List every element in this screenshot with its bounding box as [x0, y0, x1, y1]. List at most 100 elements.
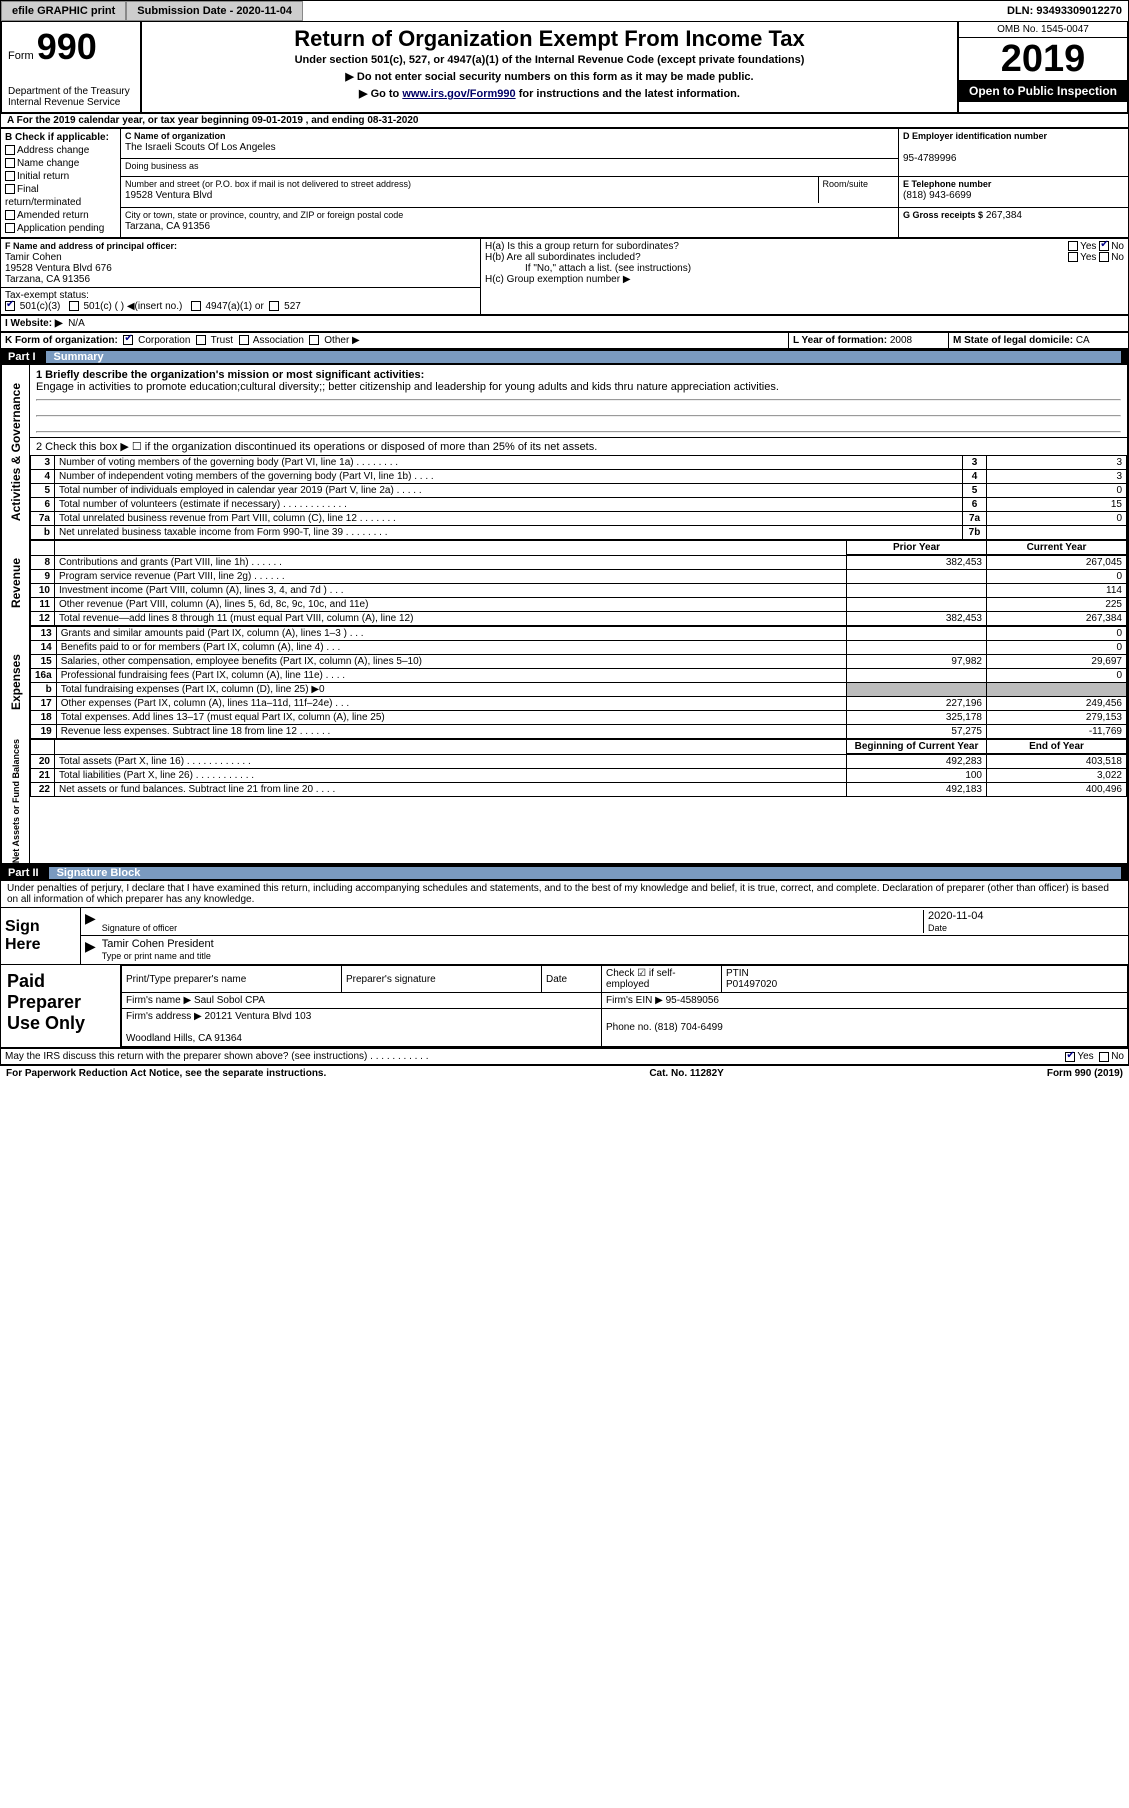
m-label: M State of legal domicile: [953, 335, 1073, 346]
prior-year-header: Prior Year [847, 541, 987, 555]
initial-return-label: Initial return [17, 171, 69, 182]
officer-name: Tamir Cohen [5, 252, 62, 263]
table-row: 8Contributions and grants (Part VIII, li… [31, 556, 1127, 570]
hb-no-checkbox[interactable] [1099, 252, 1109, 262]
efile-button[interactable]: efile GRAPHIC print [1, 1, 126, 21]
trust-label: Trust [211, 335, 233, 346]
net-assets-lines: 20Total assets (Part X, line 16) . . . .… [30, 754, 1127, 797]
footer-left: For Paperwork Reduction Act Notice, see … [6, 1068, 326, 1079]
line2: 2 Check this box ▶ ☐ if the organization… [30, 437, 1127, 455]
trust-checkbox[interactable] [196, 335, 206, 345]
amended-return-checkbox[interactable] [5, 210, 15, 220]
table-row: 6Total number of volunteers (estimate if… [31, 498, 1127, 512]
other-checkbox[interactable] [309, 335, 319, 345]
address-change-checkbox[interactable] [5, 145, 15, 155]
form990-link[interactable]: www.irs.gov/Form990 [402, 88, 515, 100]
fh-table: F Name and address of principal officer:… [0, 238, 1129, 315]
firm-phone: (818) 704-6499 [654, 1022, 722, 1033]
tax-status-label: Tax-exempt status: [5, 290, 89, 301]
501c3-label: 501(c)(3) [20, 301, 61, 312]
firm-name: Saul Sobol CPA [194, 995, 265, 1006]
table-row: 20Total assets (Part X, line 16) . . . .… [31, 755, 1127, 769]
block-c-city: City or town, state or province, country… [121, 207, 899, 237]
header-center: Return of Organization Exempt From Incom… [142, 22, 957, 112]
form-title: Return of Organization Exempt From Incom… [150, 26, 949, 52]
hb-yes-checkbox[interactable] [1068, 252, 1078, 262]
discuss-yes-checkbox[interactable] [1065, 1052, 1075, 1062]
table-row: bNet unrelated business taxable income f… [31, 526, 1127, 540]
discuss-cell: May the IRS discuss this return with the… [1, 1049, 1129, 1065]
firm-phone-cell: Phone no. (818) 704-6499 [602, 1009, 1128, 1047]
block-f: F Name and address of principal officer:… [1, 239, 481, 288]
assoc-label: Association [253, 335, 304, 346]
city-value: Tarzana, CA 91356 [125, 221, 210, 232]
expenses-section: Expenses 13Grants and similar amounts pa… [0, 626, 1129, 739]
part1-label: Part I [8, 351, 46, 363]
beg-year-header: Beginning of Current Year [847, 740, 987, 754]
4947-checkbox[interactable] [191, 301, 201, 311]
table-row: 22Net assets or fund balances. Subtract … [31, 783, 1127, 797]
501c-checkbox[interactable] [69, 301, 79, 311]
website-row: I Website: ▶ N/A [1, 316, 1129, 332]
tax-status-row: Tax-exempt status: 501(c)(3) 501(c) ( ) … [1, 288, 481, 315]
ein-value: 95-4789996 [903, 153, 956, 164]
table-row: 15Salaries, other compensation, employee… [31, 655, 1127, 669]
preparer-left-label: Paid Preparer Use Only [1, 965, 121, 1047]
table-row: 4Number of independent voting members of… [31, 470, 1127, 484]
discuss-no-checkbox[interactable] [1099, 1052, 1109, 1062]
governance-lines: 3Number of voting members of the governi… [30, 455, 1127, 540]
final-return-checkbox[interactable] [5, 184, 15, 194]
corp-checkbox[interactable] [123, 335, 133, 345]
net-assets-vlabel: Net Assets or Fund Balances [11, 739, 21, 863]
discuss-text: May the IRS discuss this return with the… [5, 1051, 429, 1062]
dln-label: DLN: 93493309012270 [1007, 5, 1128, 17]
assoc-checkbox[interactable] [239, 335, 249, 345]
part2-label: Part II [8, 867, 49, 879]
revenue-section: Revenue Prior Year Current Year 8Contrib… [0, 540, 1129, 626]
application-pending-checkbox[interactable] [5, 223, 15, 233]
part1-header: Part I Summary [0, 349, 1129, 365]
final-return-label: Final return/terminated [5, 184, 81, 208]
501c3-checkbox[interactable] [5, 301, 15, 311]
prep-date-header: Date [542, 966, 602, 993]
revenue-lines: 8Contributions and grants (Part VIII, li… [30, 555, 1127, 626]
part2-header: Part II Signature Block [0, 865, 1129, 881]
footer-right: Form 990 (2019) [1047, 1068, 1123, 1079]
sig-name: Tamir Cohen President [102, 938, 214, 950]
ha-yes-checkbox[interactable] [1068, 241, 1078, 251]
501c-label: 501(c) ( ) ◀(insert no.) [83, 301, 182, 312]
ha-no-checkbox[interactable] [1099, 241, 1109, 251]
open-to-public: Open to Public Inspection [959, 80, 1127, 102]
preparer-table: Print/Type preparer's name Preparer's si… [121, 965, 1128, 1047]
sig-date-label: Date [928, 923, 947, 933]
table-row: 14Benefits paid to or for members (Part … [31, 641, 1127, 655]
block-l: L Year of formation: 2008 [789, 333, 949, 349]
initial-return-checkbox[interactable] [5, 171, 15, 181]
mission-block: 1 Briefly describe the organization's mi… [30, 365, 1127, 437]
name-change-checkbox[interactable] [5, 158, 15, 168]
mission-text: Engage in activities to promote educatio… [36, 381, 779, 393]
form-number: 990 [37, 26, 97, 67]
l-label: L Year of formation: [793, 335, 887, 346]
hb-label: H(b) Are all subordinates included? [485, 252, 641, 263]
ssn-note: ▶ Do not enter social security numbers o… [150, 70, 949, 83]
firm-addr-label: Firm's address ▶ [126, 1011, 202, 1022]
tax-year: 2019 [959, 38, 1127, 80]
submission-date-button[interactable]: Submission Date - 2020-11-04 [126, 1, 303, 21]
curr-year-header: Current Year [987, 541, 1127, 555]
table-row: 9Program service revenue (Part VIII, lin… [31, 570, 1127, 584]
klm-table: K Form of organization: Corporation Trus… [0, 332, 1129, 349]
header-left: Form 990 Department of the Treasury Inte… [2, 22, 142, 112]
gross-value: 267,384 [986, 210, 1022, 221]
end-year-header: End of Year [987, 740, 1127, 754]
firm-addr-cell: Firm's address ▶ 20121 Ventura Blvd 103 … [122, 1009, 602, 1047]
block-k: K Form of organization: Corporation Trus… [1, 333, 789, 349]
prep-name-header: Print/Type preparer's name [122, 966, 342, 993]
table-row: 18Total expenses. Add lines 13–17 (must … [31, 711, 1127, 725]
corp-label: Corporation [138, 335, 190, 346]
governance-vlabel: Activities & Governance [9, 383, 23, 521]
name-arrow-icon: ▶ [85, 938, 96, 962]
name-change-label: Name change [17, 158, 79, 169]
527-checkbox[interactable] [269, 301, 279, 311]
part2-title: Signature Block [49, 867, 1121, 879]
